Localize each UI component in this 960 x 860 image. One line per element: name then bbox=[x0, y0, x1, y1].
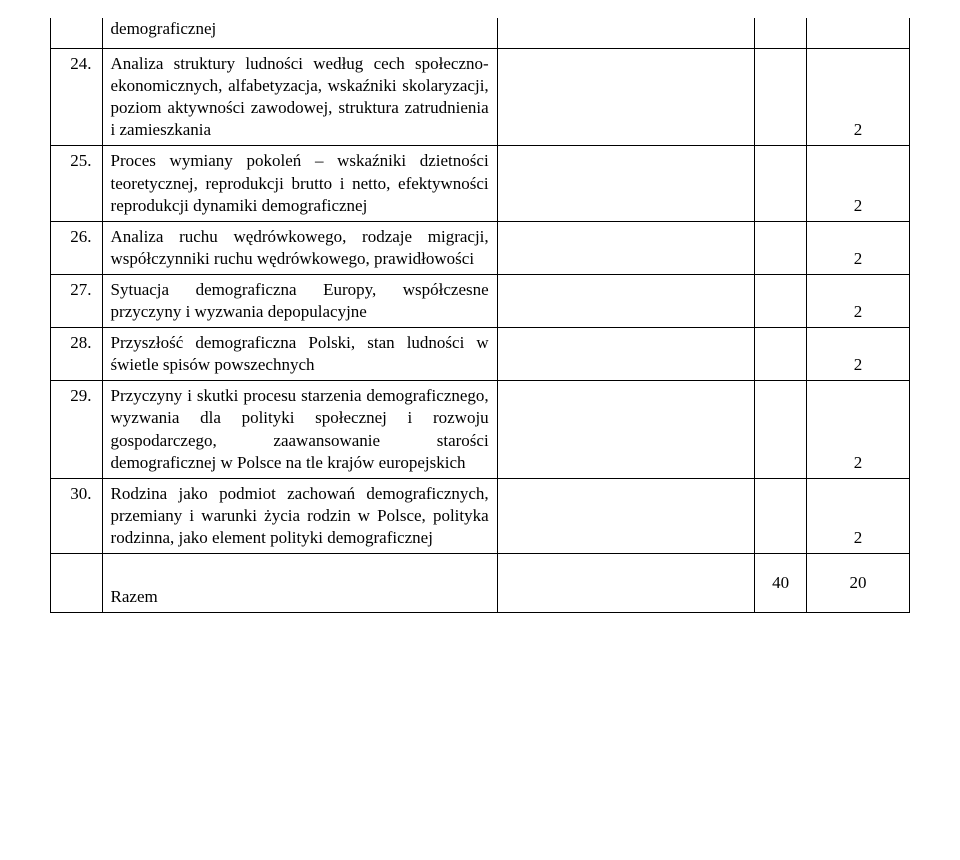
cell-num: 30. bbox=[51, 478, 103, 553]
cell-blank bbox=[497, 553, 755, 612]
cell-desc: Przyszłość demograficzna Polski, stan lu… bbox=[102, 328, 497, 381]
table-row: 26. Analiza ruchu wędrówkowego, rodzaje … bbox=[51, 221, 910, 274]
table-body: demograficznej 24. Analiza struktury lud… bbox=[51, 18, 910, 613]
cell-c5: 2 bbox=[806, 381, 909, 478]
cell-blank bbox=[497, 146, 755, 221]
cell-desc: Proces wymiany pokoleń – wskaźniki dziet… bbox=[102, 146, 497, 221]
page: demograficznej 24. Analiza struktury lud… bbox=[0, 0, 960, 643]
table-row: 28. Przyszłość demograficzna Polski, sta… bbox=[51, 328, 910, 381]
table-row: 24. Analiza struktury ludności według ce… bbox=[51, 49, 910, 146]
cell-desc: Przyczyny i skutki procesu starzenia dem… bbox=[102, 381, 497, 478]
cell-blank bbox=[497, 478, 755, 553]
cell-desc: Sytuacja demograficzna Europy, współczes… bbox=[102, 274, 497, 327]
cell-desc: Analiza struktury ludności według cech s… bbox=[102, 49, 497, 146]
table-total-row: Razem 40 20 bbox=[51, 553, 910, 612]
cell-num: 25. bbox=[51, 146, 103, 221]
cell-c5 bbox=[806, 18, 909, 49]
cell-num: 26. bbox=[51, 221, 103, 274]
cell-c4 bbox=[755, 328, 807, 381]
cell-blank bbox=[497, 274, 755, 327]
cell-c5: 2 bbox=[806, 49, 909, 146]
cell-c4 bbox=[755, 478, 807, 553]
cell-num bbox=[51, 553, 103, 612]
cell-num: 28. bbox=[51, 328, 103, 381]
cell-c4: 40 bbox=[755, 553, 807, 612]
cell-desc: Analiza ruchu wędrówkowego, rodzaje migr… bbox=[102, 221, 497, 274]
cell-c4 bbox=[755, 146, 807, 221]
cell-num: 27. bbox=[51, 274, 103, 327]
cell-c4 bbox=[755, 381, 807, 478]
cell-c4 bbox=[755, 221, 807, 274]
table-header-continuation-row: demograficznej bbox=[51, 18, 910, 49]
table-row: 25. Proces wymiany pokoleń – wskaźniki d… bbox=[51, 146, 910, 221]
cell-num: 29. bbox=[51, 381, 103, 478]
cell-c5: 2 bbox=[806, 274, 909, 327]
cell-blank bbox=[497, 328, 755, 381]
cell-blank bbox=[497, 49, 755, 146]
cell-c4 bbox=[755, 18, 807, 49]
cell-c5: 2 bbox=[806, 221, 909, 274]
table-row: 27. Sytuacja demograficzna Europy, współ… bbox=[51, 274, 910, 327]
cell-c5: 2 bbox=[806, 478, 909, 553]
cell-desc: Rodzina jako podmiot zachowań demografic… bbox=[102, 478, 497, 553]
cell-c4 bbox=[755, 274, 807, 327]
total-label: Razem bbox=[111, 587, 158, 606]
cell-blank bbox=[497, 18, 755, 49]
cell-desc: Razem bbox=[102, 553, 497, 612]
cell-c5: 2 bbox=[806, 146, 909, 221]
cell-c4 bbox=[755, 49, 807, 146]
table-row: 29. Przyczyny i skutki procesu starzenia… bbox=[51, 381, 910, 478]
cell-c5: 2 bbox=[806, 328, 909, 381]
cell-num bbox=[51, 18, 103, 49]
cell-num: 24. bbox=[51, 49, 103, 146]
cell-blank bbox=[497, 221, 755, 274]
demographics-table: demograficznej 24. Analiza struktury lud… bbox=[50, 18, 910, 613]
cell-desc: demograficznej bbox=[102, 18, 497, 49]
table-row: 30. Rodzina jako podmiot zachowań demogr… bbox=[51, 478, 910, 553]
cell-blank bbox=[497, 381, 755, 478]
cell-c5: 20 bbox=[806, 553, 909, 612]
